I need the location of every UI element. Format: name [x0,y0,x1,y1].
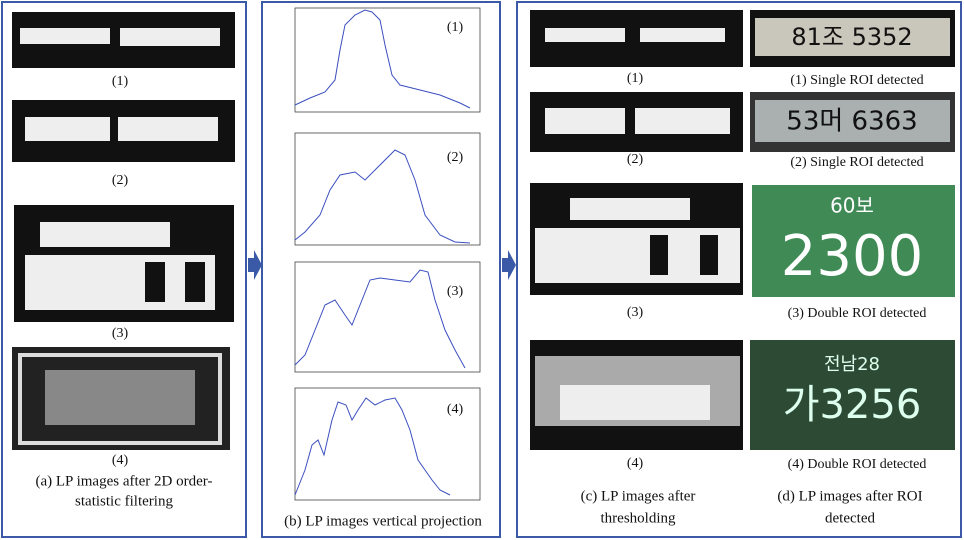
label: (1) Single ROI detected [790,73,923,88]
image-blob [118,117,218,141]
image-blob [650,235,668,275]
caption: (a) LP images after 2D order- [36,473,213,489]
image-blob [545,28,625,42]
caption: thresholding [601,510,676,526]
arrow [502,250,516,280]
label: (4) [627,456,644,471]
caption: (d) LP images after ROI [777,488,922,504]
panel-b-frame [261,1,501,538]
image-blob [145,262,165,302]
label: (3) Double ROI detected [788,306,927,321]
image-blob [640,28,725,42]
image-blob [635,108,730,134]
label: (4) [447,402,464,417]
image-blob [120,28,220,46]
caption: (b) LP images vertical projection [284,513,482,529]
curve [294,397,451,496]
plate [752,185,955,297]
panel-cd-frame [516,1,962,538]
image-blob [18,353,222,445]
plate-text: 81조 5352 [791,23,912,51]
image-blob [40,222,170,247]
panel-c-images [530,10,743,450]
plate-text: 전남28 [824,354,880,375]
label: (2) [447,150,464,165]
arrow [248,250,262,280]
caption: detected [825,510,875,526]
plate-text: 가3256 [783,382,922,428]
caption: (c) LP images after [581,488,696,504]
plot-box [294,387,481,501]
curve [294,149,471,244]
image-blob [20,28,110,44]
caption: statistic filtering [75,493,173,509]
plot-box [294,132,481,246]
plot-box [294,261,481,373]
image-blob [545,108,625,134]
image-blob [185,262,205,302]
label: (2) Single ROI detected [790,155,923,170]
image-blob [700,235,718,275]
plate [755,100,950,142]
plate [750,340,955,450]
label: (3) [627,305,644,320]
label: (2) [112,173,129,188]
curve [294,269,466,369]
plate-text: 60보 [830,194,874,218]
image-blob [25,255,215,310]
image-blob [560,385,710,420]
plate-text: 53머 6363 [786,107,917,137]
label: (2) [627,152,644,167]
label: (4) [112,453,129,468]
label: (3) [447,284,464,299]
image-blob [45,370,195,425]
panel-a-frame [1,1,247,538]
image-blob [570,198,690,220]
plate-text: 2300 [781,224,924,289]
label: (4) Double ROI detected [788,457,927,472]
label: (1) [447,20,464,35]
image-blob [25,117,110,141]
plot-box [294,7,481,113]
plate [755,18,950,56]
curve [294,9,471,109]
label: (1) [112,74,129,89]
label: (3) [112,326,129,341]
label: (1) [627,71,644,86]
panel-a-images [12,12,235,450]
